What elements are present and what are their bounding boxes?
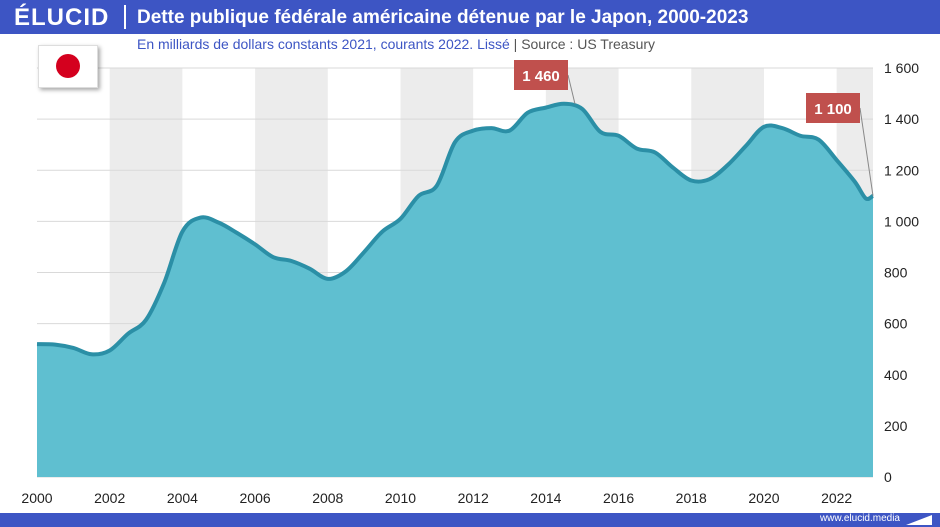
callout-box: [806, 93, 860, 123]
chart-title: Dette publique fédérale américaine déten…: [137, 7, 749, 28]
y-tick-label: 600: [884, 316, 908, 332]
callout-leader: [859, 107, 874, 196]
brand-logo[interactable]: ÉLUCID: [14, 4, 110, 31]
series-line: [36, 101, 875, 357]
header-bar: ÉLUCID Dette publique fédérale américain…: [0, 0, 940, 34]
callout-label: 1 460: [522, 68, 560, 85]
callouts: 1 460 1 100: [514, 60, 874, 196]
footer-url[interactable]: www.elucid.media: [819, 513, 900, 524]
callout-label: 1 100: [814, 101, 852, 118]
y-tick-label: 800: [884, 265, 908, 281]
y-tick-label: 400: [884, 367, 908, 383]
subtitle-text: En milliards de dollars constants 2021, …: [137, 36, 510, 52]
y-axis-ticks: 0 200 400 600 800 1 000 1 200 1 400 1 600: [884, 60, 919, 485]
x-tick-label: 2020: [748, 490, 779, 506]
y-tick-label: 200: [884, 418, 908, 434]
x-tick-label: 2018: [676, 490, 707, 506]
brand-separator: [124, 5, 126, 29]
chart-subtitle: En milliards de dollars constants 2021, …: [137, 36, 655, 52]
x-tick-label: 2002: [94, 490, 125, 506]
x-axis-ticks: 2000 2002 2004 2006 2008 2010 2012 2014 2016 2018…: [21, 490, 852, 506]
x-tick-label: 2008: [312, 490, 343, 506]
series-area: [37, 103, 873, 478]
source-text: Source : US Treasury: [521, 36, 656, 52]
x-tick-label: 2004: [167, 490, 198, 506]
x-tick-label: 2006: [240, 490, 271, 506]
subtitle-separator: |: [513, 36, 518, 52]
callout-box: [514, 60, 568, 90]
y-tick-label: 0: [884, 469, 892, 485]
y-tick-label: 1 600: [884, 60, 919, 76]
y-tick-label: 1 000: [884, 213, 919, 229]
x-tick-label: 2014: [530, 490, 561, 506]
flag-red-disc: [56, 54, 80, 78]
x-tick-label: 2016: [603, 490, 634, 506]
x-tick-label: 2010: [385, 490, 416, 506]
y-tick-label: 1 400: [884, 111, 919, 127]
x-tick-label: 2012: [458, 490, 489, 506]
japan-flag-icon: [38, 45, 98, 88]
y-tick-label: 1 200: [884, 162, 919, 178]
x-tick-label: 2022: [821, 490, 852, 506]
x-tick-label: 2000: [21, 490, 52, 506]
footer-bar: www.elucid.media: [0, 513, 940, 527]
footer-logo-mark-icon: [906, 515, 932, 525]
callout-leader: [567, 74, 576, 104]
